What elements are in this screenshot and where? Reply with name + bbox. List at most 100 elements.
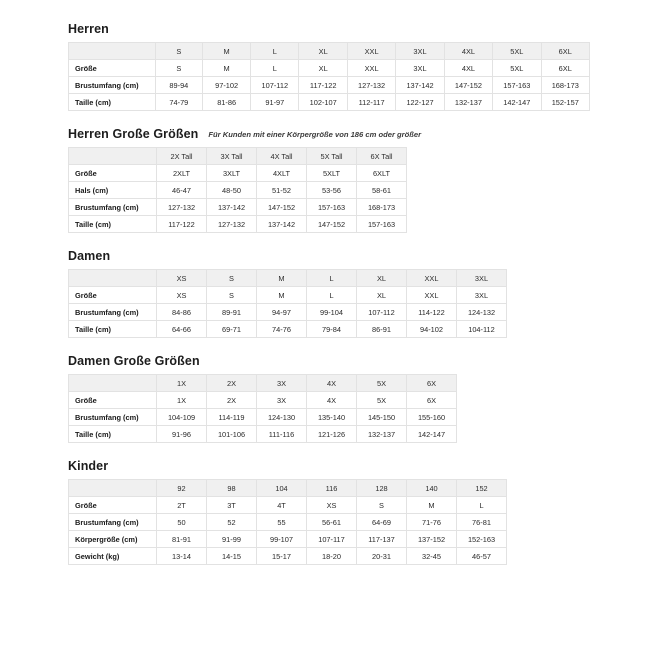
measurement-cell: 4X: [306, 391, 357, 409]
row-label-cell: Taille (cm): [68, 93, 156, 111]
measurement-cell: 3XL: [395, 59, 445, 77]
column-header-cell: 4XL: [443, 42, 494, 60]
measurement-cell: 14-15: [206, 547, 257, 565]
column-header-cell: XXL: [406, 269, 457, 287]
measurement-cell: 127-132: [156, 198, 207, 216]
row-label-cell: Brustumfang (cm): [68, 303, 157, 321]
measurement-cell: S: [154, 59, 204, 77]
section-header: Herren Große Größen Für Kunden mit einer …: [68, 127, 590, 141]
measurement-cell: XL: [298, 59, 348, 77]
column-header-cell: 98: [206, 479, 257, 497]
measurement-cell: 91-96: [156, 425, 207, 443]
measurement-cell: 1X: [156, 391, 207, 409]
measurement-cell: 18-20: [306, 547, 357, 565]
section-title: Kinder: [68, 459, 109, 473]
column-header-cell: 140: [406, 479, 457, 497]
measurement-cell: 114-119: [206, 408, 257, 426]
section-header: Herren: [68, 22, 590, 36]
measurement-cell: 58-61: [356, 181, 407, 199]
measurement-cell: 48-50: [206, 181, 257, 199]
measurement-cell: 55: [256, 513, 307, 531]
column-header-cell: 2X: [206, 374, 257, 392]
measurement-cell: 137-142: [395, 76, 445, 94]
column-header-cell: 104: [256, 479, 307, 497]
row-label-cell: Größe: [68, 59, 156, 77]
measurement-cell: L: [250, 59, 300, 77]
measurement-cell: L: [456, 496, 507, 514]
table-row: Größe XS S M L XL XXL 3XL: [68, 286, 507, 304]
measurement-cell: 117-122: [298, 76, 348, 94]
table-header-row: 1X 2X 3X 4X 5X 6X: [68, 374, 457, 392]
measurement-cell: 157-163: [356, 215, 407, 233]
measurement-cell: 74-76: [256, 320, 307, 338]
measurement-cell: 2T: [156, 496, 207, 514]
measurement-cell: 104-109: [156, 408, 207, 426]
measurement-cell: 6X: [406, 391, 457, 409]
measurement-cell: 152-157: [540, 93, 591, 111]
column-header-cell: S: [206, 269, 257, 287]
measurement-cell: 13-14: [156, 547, 207, 565]
column-header-cell: M: [202, 42, 252, 60]
measurement-cell: 89-94: [154, 76, 204, 94]
measurement-cell: 132-137: [443, 93, 494, 111]
measurement-cell: 101-106: [206, 425, 257, 443]
table-row: Taille (cm) 117-122 127-132 137-142 147-152 1…: [68, 215, 407, 233]
column-header-cell: 3X: [256, 374, 307, 392]
measurement-cell: 53-56: [306, 181, 357, 199]
column-header-cell: L: [250, 42, 300, 60]
measurement-cell: 79-84: [306, 320, 357, 338]
measurement-cell: XL: [356, 286, 407, 304]
measurement-cell: 6XLT: [356, 164, 407, 182]
measurement-cell: 107-112: [356, 303, 407, 321]
table-row: Taille (cm) 91-96 101-106 111-116 121-126 132…: [68, 425, 457, 443]
measurement-cell: 50: [156, 513, 207, 531]
measurement-cell: 3X: [256, 391, 307, 409]
size-table: 1X 2X 3X 4X 5X 6X Größe 1X 2X 3X 4X 5X 6X Brustumfang…: [68, 374, 457, 443]
measurement-cell: 74-79: [154, 93, 204, 111]
row-label-cell: Hals (cm): [68, 181, 157, 199]
measurement-cell: 4XL: [443, 59, 494, 77]
measurement-cell: 4XLT: [256, 164, 307, 182]
measurement-cell: 64-66: [156, 320, 207, 338]
header-corner-cell: [68, 479, 157, 497]
section-header: Damen: [68, 249, 590, 263]
measurement-cell: 157-163: [492, 76, 542, 94]
column-header-cell: 128: [356, 479, 407, 497]
table-row: Brustumfang (cm) 127-132 137-142 147-152 157…: [68, 198, 407, 216]
table-row: Taille (cm) 64-66 69-71 74-76 79-84 86-91 94-1…: [68, 320, 507, 338]
column-header-cell: 5X: [356, 374, 407, 392]
section-title: Damen Große Größen: [68, 354, 200, 368]
column-header-cell: 3XL: [395, 42, 445, 60]
measurement-cell: 124-132: [456, 303, 507, 321]
measurement-cell: 4T: [256, 496, 307, 514]
measurement-cell: 142-147: [492, 93, 542, 111]
measurement-cell: 69-71: [206, 320, 257, 338]
table-row: Größe 2XLT 3XLT 4XLT 5XLT 6XLT: [68, 164, 407, 182]
measurement-cell: 2X: [206, 391, 257, 409]
measurement-cell: L: [306, 286, 357, 304]
measurement-cell: 5X: [356, 391, 407, 409]
table-header-row: XS S M L XL XXL 3XL: [68, 269, 507, 287]
size-section-herren: Herren S M L XL XXL 3XL 4XL 5XL 6XL Größe S M L XL XXL 3…: [68, 22, 591, 111]
measurement-cell: 102-107: [298, 93, 348, 111]
measurement-cell: 147-152: [306, 215, 357, 233]
column-header-cell: 4X Tall: [256, 147, 307, 165]
column-header-cell: 6XL: [540, 42, 591, 60]
section-title: Herren: [68, 22, 109, 36]
column-header-cell: XL: [356, 269, 407, 287]
measurement-cell: 112-117: [346, 93, 397, 111]
column-header-cell: 6X Tall: [356, 147, 407, 165]
measurement-cell: 64-69: [356, 513, 407, 531]
table-row: Brustumfang (cm) 84-86 89-91 94-97 99-104 107…: [68, 303, 507, 321]
header-corner-cell: [68, 147, 157, 165]
size-section-herren-grosse-groessen: Herren Große Größen Für Kunden mit einer …: [68, 127, 590, 233]
table-row: Größe S M L XL XXL 3XL 4XL 5XL 6XL: [68, 59, 591, 77]
table-header-row: 92 98 104 116 128 140 152: [68, 479, 507, 497]
measurement-cell: 32-45: [406, 547, 457, 565]
size-section-kinder: Kinder 92 98 104 116 128 140 152 Größe 2T 3T 4T XS S M…: [68, 459, 590, 565]
measurement-cell: 135-140: [306, 408, 357, 426]
measurement-cell: M: [202, 59, 252, 77]
table-header-row: S M L XL XXL 3XL 4XL 5XL 6XL: [68, 42, 591, 60]
measurement-cell: 124-130: [256, 408, 307, 426]
